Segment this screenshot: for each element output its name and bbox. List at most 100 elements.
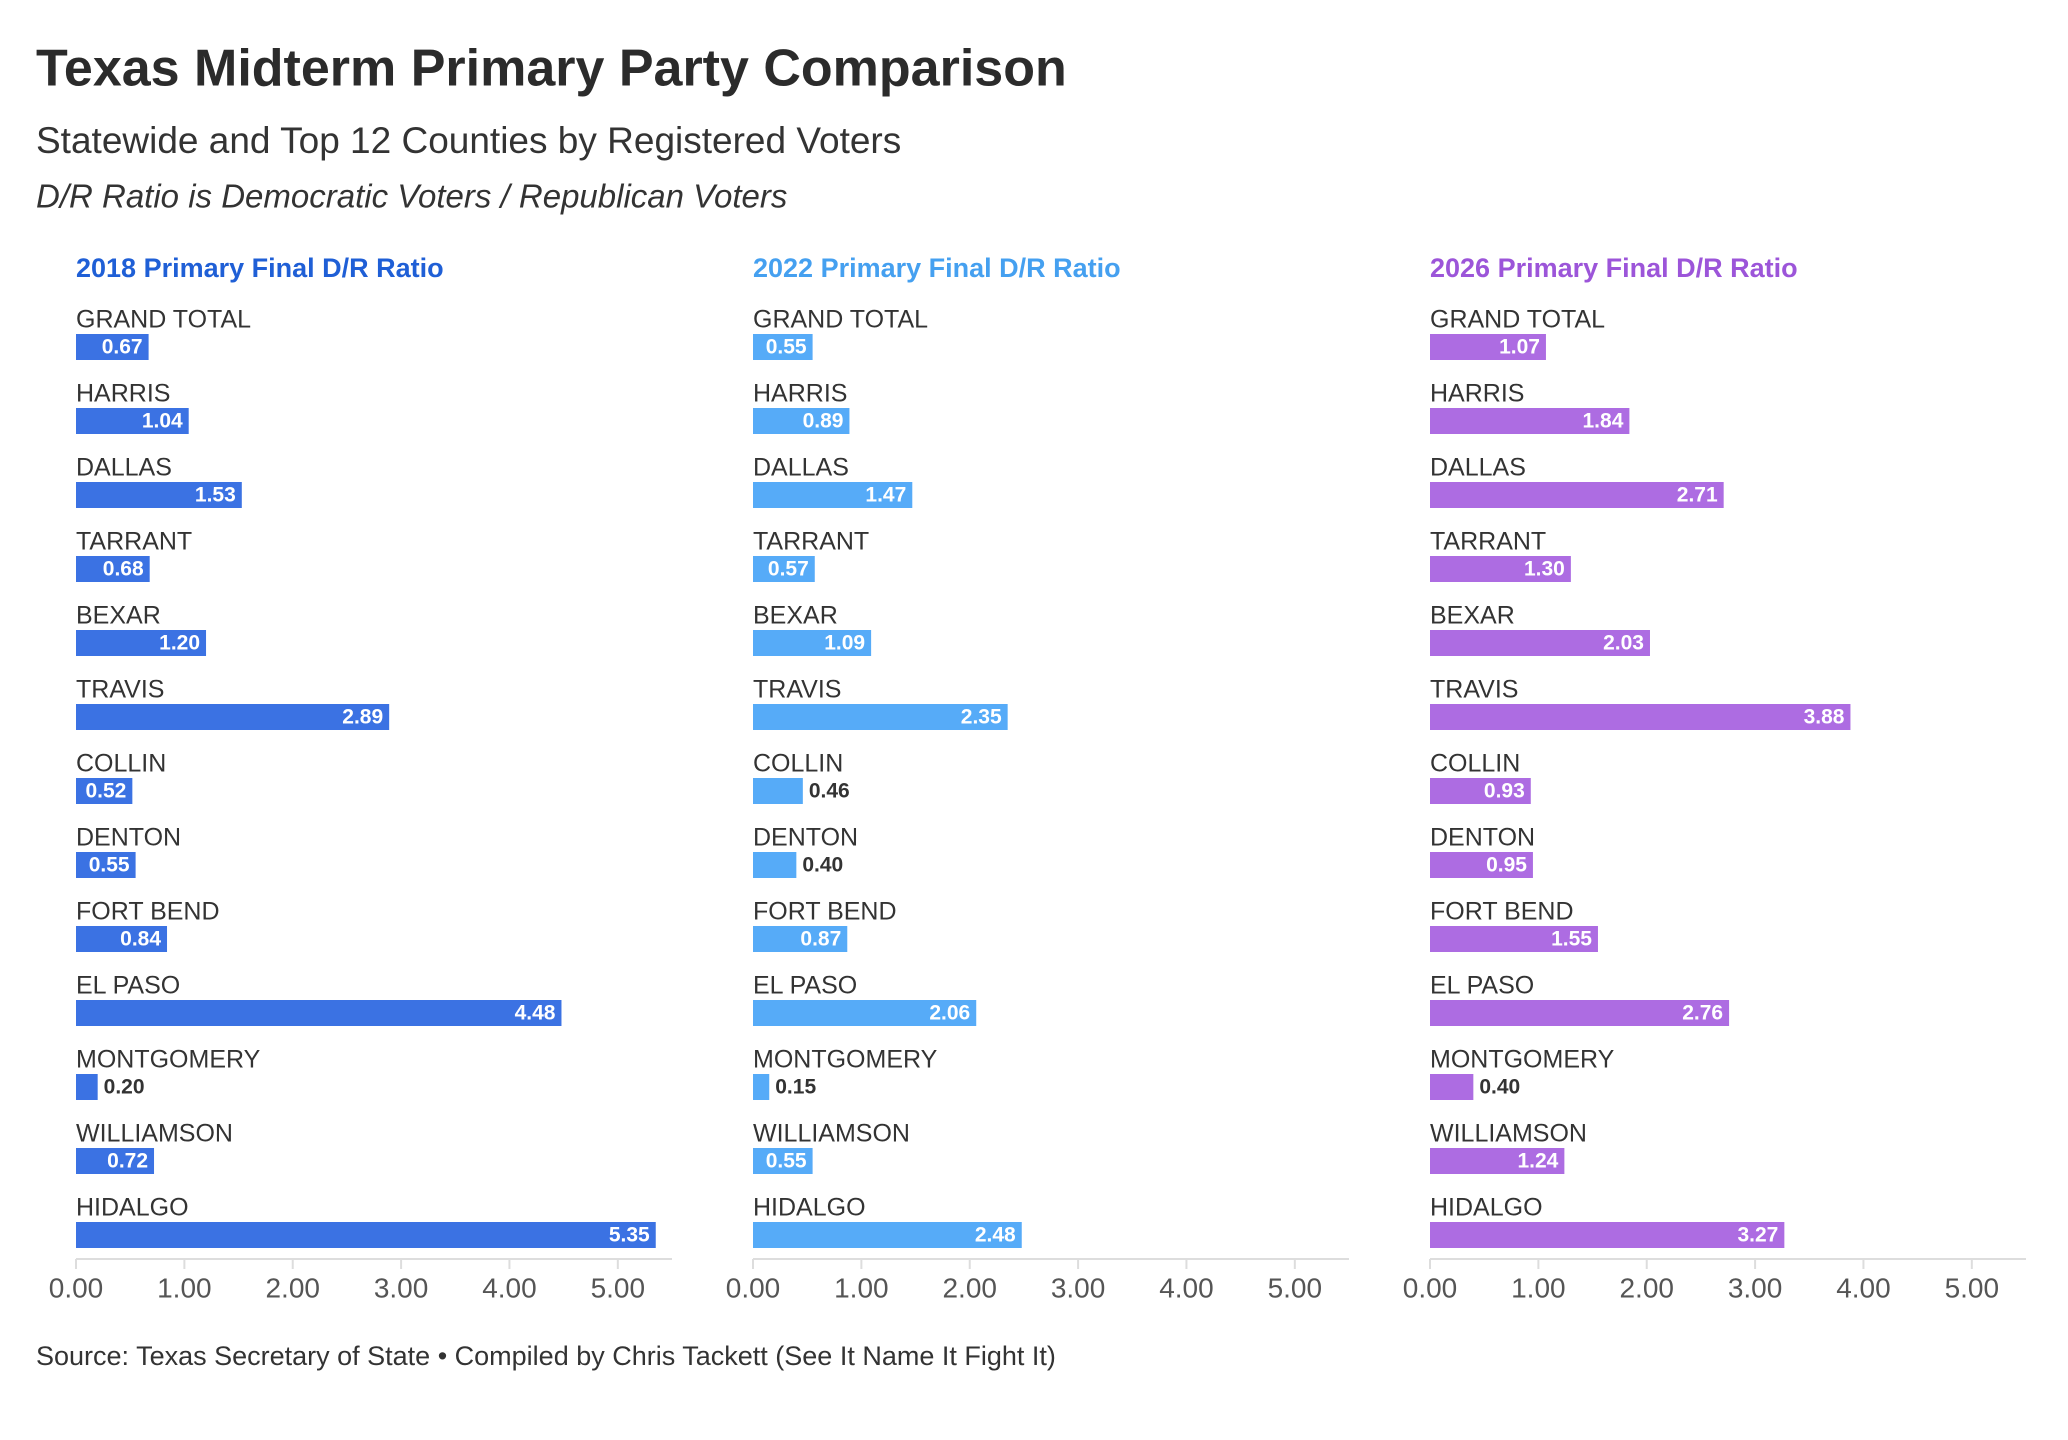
value-label: 2.48 (975, 1224, 1016, 1247)
category-label: HIDALGO (1430, 1194, 1543, 1222)
source: Source: Texas Secretary of State • Compi… (36, 1341, 1056, 1371)
value-label: 1.09 (824, 632, 865, 655)
bar (76, 630, 207, 656)
bar (1430, 630, 1650, 656)
bar (76, 1222, 656, 1248)
value-label: 2.89 (342, 706, 383, 729)
category-label: COLLIN (1430, 750, 1520, 778)
value-label: 2.76 (1682, 1002, 1723, 1025)
value-label: 0.46 (809, 780, 850, 803)
category-label: DALLAS (76, 454, 172, 482)
category-label: BEXAR (76, 602, 161, 630)
category-label: BEXAR (753, 602, 838, 630)
category-label: FORT BEND (1430, 898, 1574, 926)
value-label: 0.72 (107, 1150, 148, 1173)
x-tick-label: 0.00 (726, 1272, 781, 1303)
category-label: DENTON (76, 824, 181, 852)
x-tick-label: 3.00 (1051, 1272, 1106, 1303)
value-label: 0.57 (768, 558, 809, 581)
bar (753, 1074, 770, 1100)
bar (1430, 926, 1598, 952)
category-label: WILLIAMSON (1430, 1120, 1587, 1148)
category-label: EL PASO (753, 972, 857, 1000)
category-label: MONTGOMERY (753, 1046, 938, 1074)
value-label: 1.24 (1517, 1150, 1558, 1173)
value-label: 1.04 (142, 410, 183, 433)
bar (76, 704, 390, 730)
bar (76, 778, 133, 804)
panel-title: 2018 Primary Final D/R Ratio (76, 253, 444, 283)
category-label: GRAND TOTAL (1430, 306, 1605, 334)
panel-title: 2026 Primary Final D/R Ratio (1430, 253, 1798, 283)
x-tick-label: 1.00 (1511, 1272, 1566, 1303)
value-label: 3.88 (1804, 706, 1845, 729)
value-label: 0.89 (803, 410, 844, 433)
category-label: GRAND TOTAL (753, 306, 928, 334)
bar (76, 852, 136, 878)
category-label: TRAVIS (753, 676, 841, 704)
x-tick-label: 1.00 (157, 1272, 212, 1303)
bar (76, 926, 168, 952)
category-label: TARRANT (76, 528, 192, 556)
value-label: 2.06 (929, 1002, 970, 1025)
bar (753, 778, 803, 804)
bar (1430, 852, 1533, 878)
value-label: 1.20 (159, 632, 200, 655)
bar (753, 630, 872, 656)
bar (76, 1000, 562, 1026)
x-tick-label: 0.00 (49, 1272, 104, 1303)
value-label: 0.20 (104, 1076, 145, 1099)
category-label: BEXAR (1430, 602, 1515, 630)
x-tick-label: 0.00 (1403, 1272, 1458, 1303)
value-label: 4.48 (515, 1002, 556, 1025)
value-label: 3.27 (1737, 1224, 1778, 1247)
category-label: HIDALGO (76, 1194, 189, 1222)
page-note: D/R Ratio is Democratic Voters / Republi… (36, 178, 787, 215)
bar (753, 556, 815, 582)
category-label: MONTGOMERY (76, 1046, 261, 1074)
x-tick-label: 3.00 (374, 1272, 429, 1303)
x-tick-label: 5.00 (591, 1272, 646, 1303)
page-title: Texas Midterm Primary Party Comparison (36, 40, 1067, 98)
category-label: EL PASO (1430, 972, 1534, 1000)
category-label: HARRIS (76, 380, 170, 408)
category-label: DALLAS (1430, 454, 1526, 482)
x-tick-label: 2.00 (1619, 1272, 1674, 1303)
bar (76, 1148, 155, 1174)
bar (753, 408, 850, 434)
category-label: TRAVIS (76, 676, 164, 704)
x-tick-label: 5.00 (1945, 1272, 2000, 1303)
category-label: WILLIAMSON (753, 1120, 910, 1148)
bar (76, 334, 149, 360)
bar (1430, 556, 1571, 582)
bar (753, 482, 913, 508)
x-tick-label: 1.00 (834, 1272, 889, 1303)
value-label: 1.84 (1583, 410, 1624, 433)
x-tick-label: 5.00 (1268, 1272, 1323, 1303)
category-label: FORT BEND (753, 898, 897, 926)
value-label: 2.71 (1677, 484, 1718, 507)
value-label: 0.95 (1486, 854, 1527, 877)
value-label: 1.53 (195, 484, 236, 507)
bar (1430, 334, 1546, 360)
bar (753, 704, 1008, 730)
category-label: COLLIN (76, 750, 166, 778)
bar (1430, 704, 1851, 730)
bar (76, 556, 150, 582)
x-tick-label: 2.00 (942, 1272, 997, 1303)
x-tick-label: 2.00 (265, 1272, 320, 1303)
value-label: 0.40 (1479, 1076, 1520, 1099)
category-label: TRAVIS (1430, 676, 1518, 704)
x-tick-label: 4.00 (1159, 1272, 1214, 1303)
page-subtitle: Statewide and Top 12 Counties by Registe… (36, 120, 901, 161)
value-label: 1.30 (1524, 558, 1565, 581)
x-tick-label: 3.00 (1728, 1272, 1783, 1303)
value-label: 0.40 (802, 854, 843, 877)
category-label: HARRIS (1430, 380, 1524, 408)
bar (1430, 1222, 1785, 1248)
value-label: 1.07 (1499, 336, 1540, 359)
category-label: HARRIS (753, 380, 847, 408)
bar (1430, 482, 1724, 508)
value-label: 0.55 (89, 854, 130, 877)
value-label: 0.84 (120, 928, 161, 951)
